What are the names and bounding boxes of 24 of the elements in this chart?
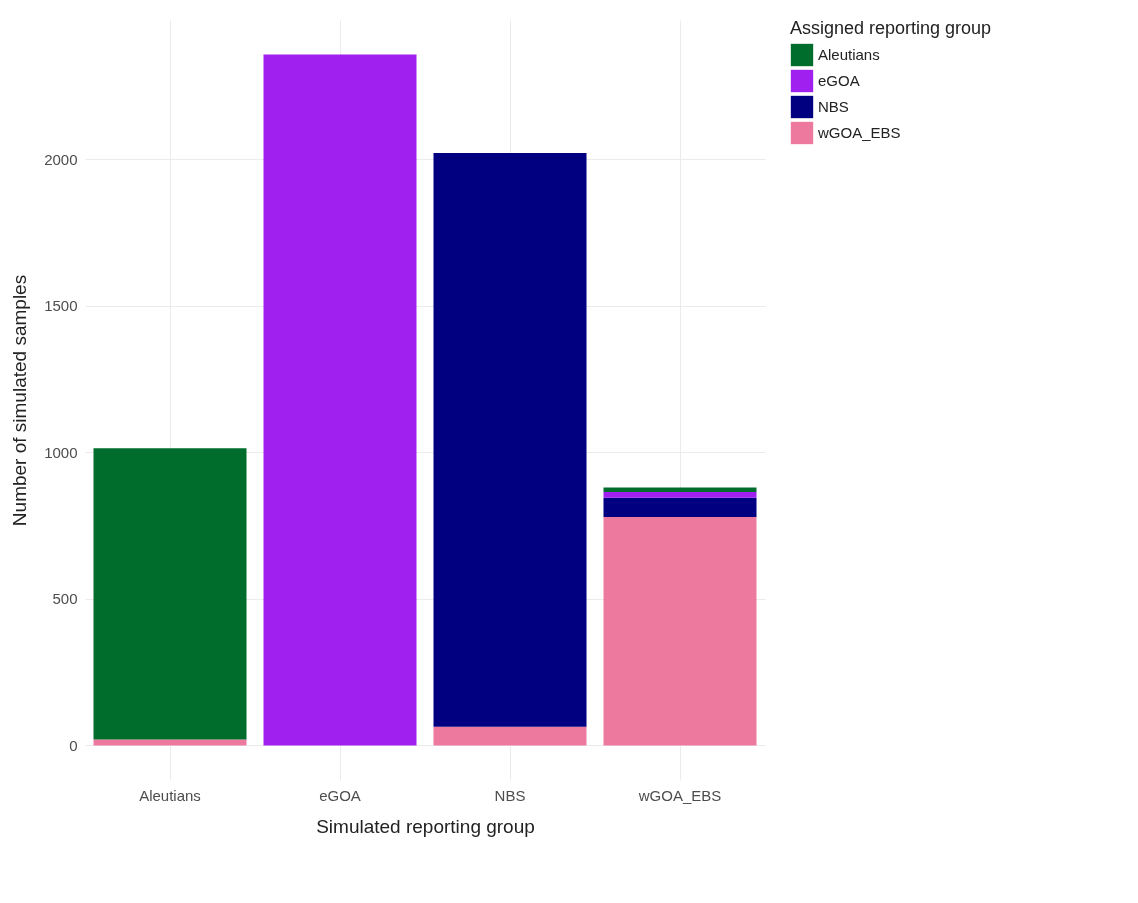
bar xyxy=(263,54,417,746)
y-tick-label: 500 xyxy=(52,590,78,608)
y-tick-label: 0 xyxy=(69,736,78,754)
legend-label: eGOA xyxy=(818,72,860,89)
y-tick-label: 2000 xyxy=(44,150,78,168)
legend-label: NBS xyxy=(818,98,849,115)
legend-label: wGOA_EBS xyxy=(817,124,901,141)
x-tick-label: eGOA xyxy=(319,786,361,804)
bar xyxy=(603,497,757,517)
bar xyxy=(603,492,757,498)
bar xyxy=(603,516,757,746)
bar xyxy=(433,726,587,746)
x-tick-label: Aleutians xyxy=(139,786,201,804)
x-tick-label: NBS xyxy=(494,786,526,804)
bar xyxy=(93,448,247,740)
x-tick-label: wGOA_EBS xyxy=(637,786,722,804)
y-tick-label: 1000 xyxy=(44,443,78,461)
y-axis-title: Number of simulated samples xyxy=(9,274,31,527)
legend-label: Aleutians xyxy=(818,46,880,63)
legend-title: Assigned reporting group xyxy=(790,18,992,38)
bar xyxy=(603,487,757,492)
y-tick-label: 1500 xyxy=(44,297,78,315)
bar xyxy=(433,153,587,727)
x-axis-title: Simulated reporting group xyxy=(316,815,535,837)
